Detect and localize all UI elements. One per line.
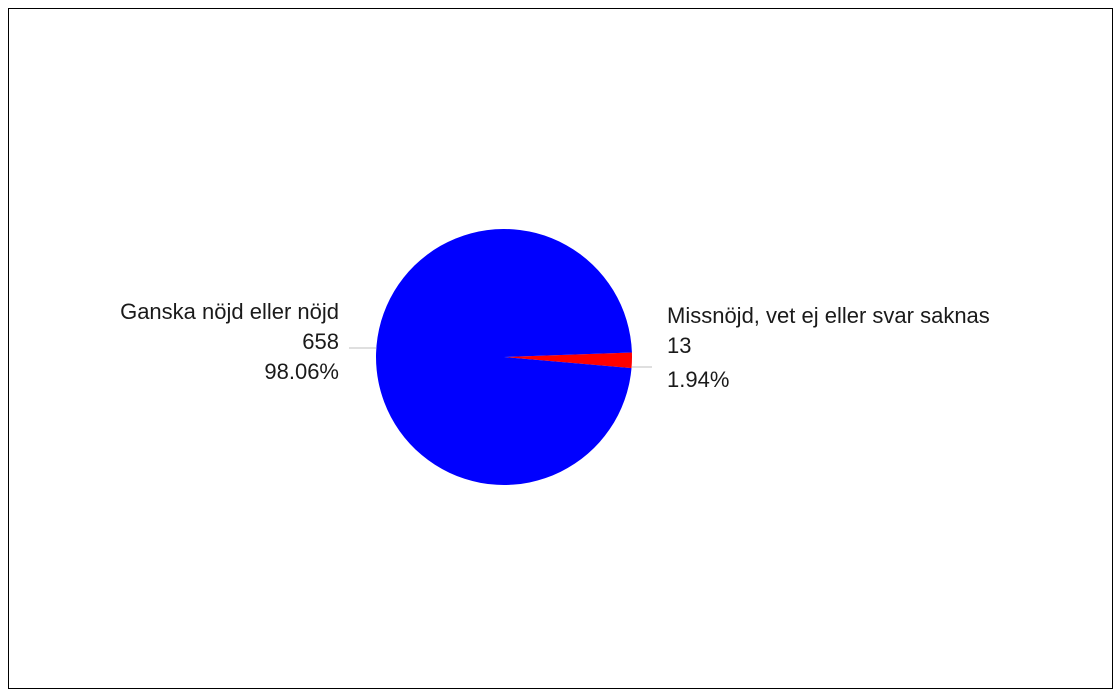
pie-slice-dissatisfied [504, 352, 632, 369]
slice-name-satisfied: Ganska nöjd eller nöjd [120, 299, 339, 324]
slice-value-dissatisfied-wrap: 13 [667, 331, 990, 365]
slice-percent-dissatisfied: 1.94% [667, 367, 730, 392]
pie-slice-satisfied [375, 229, 632, 486]
slice-value-satisfied: 658 [302, 329, 339, 354]
slice-label-satisfied: Ganska nöjd eller nöjd 658 98.06% [120, 297, 339, 387]
slice-label-dissatisfied: Missnöjd, vet ej eller svar saknas 13 1.… [667, 301, 990, 395]
slice-percent-satisfied: 98.06% [264, 359, 339, 384]
slice-name-dissatisfied: Missnöjd, vet ej eller svar saknas [667, 303, 990, 328]
slice-value-dissatisfied: 13 [667, 333, 692, 358]
